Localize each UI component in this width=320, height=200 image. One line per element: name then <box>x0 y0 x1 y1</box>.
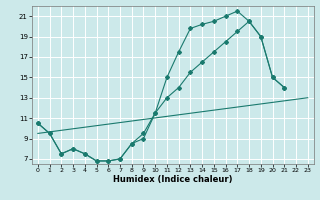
X-axis label: Humidex (Indice chaleur): Humidex (Indice chaleur) <box>113 175 233 184</box>
